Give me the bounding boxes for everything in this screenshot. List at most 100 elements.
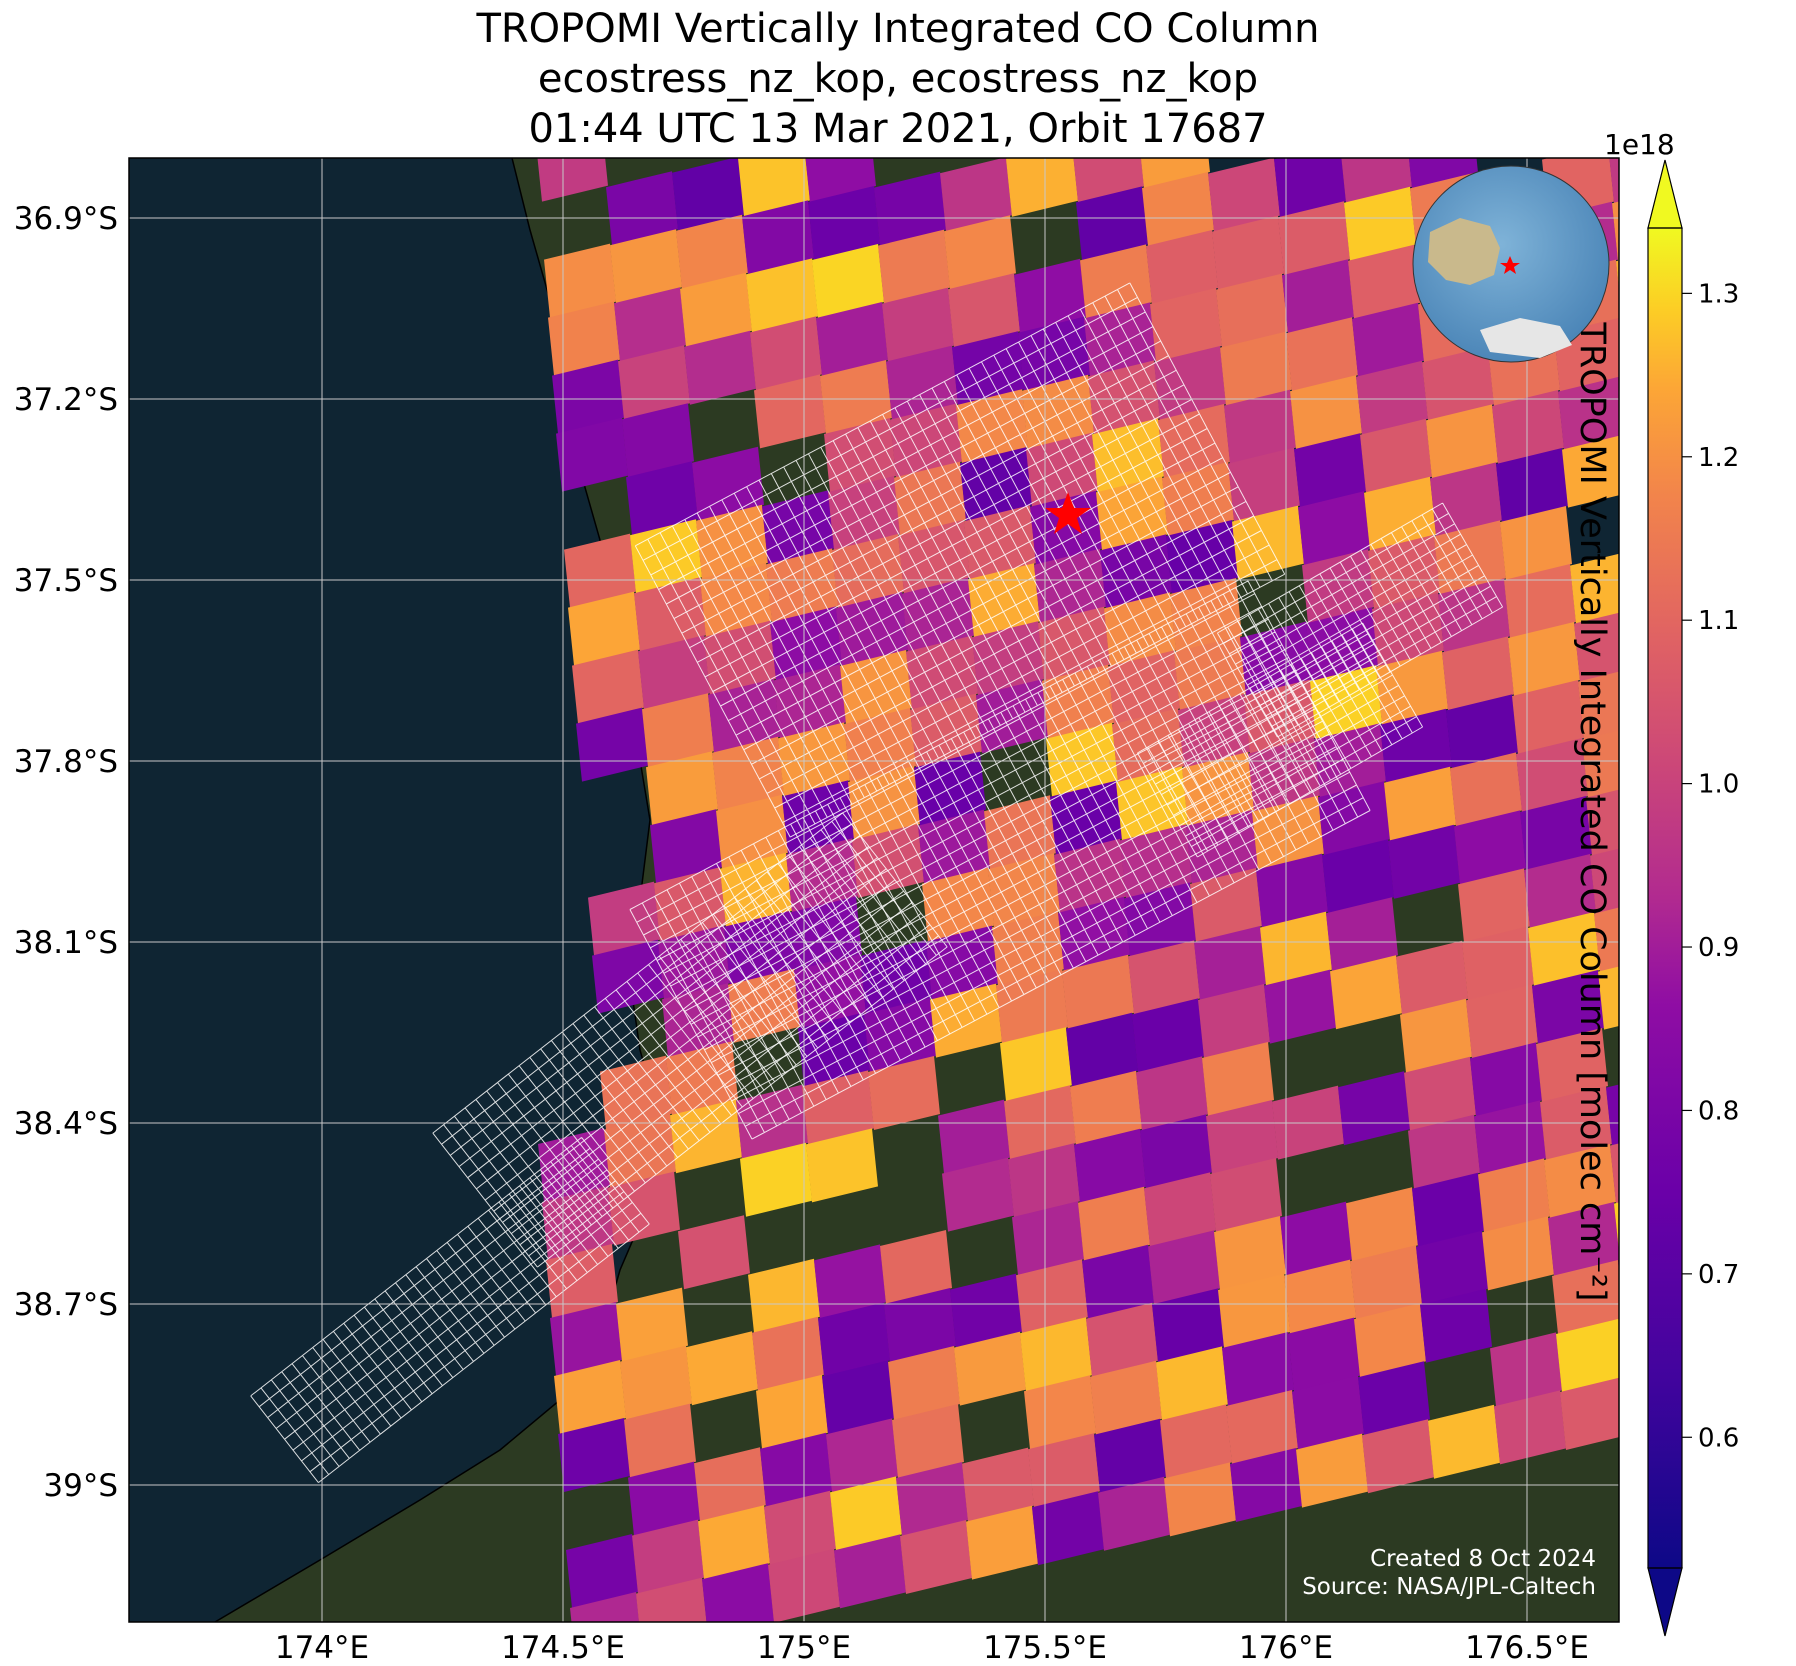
co-pixel [716, 794, 788, 869]
co-pixel [944, 215, 1016, 290]
co-pixel [642, 693, 714, 768]
co-pixel [1512, 680, 1584, 754]
co-pixel [1292, 1375, 1364, 1450]
colorbar: 0.6 0.7 0.8 0.9 1.0 1.1 1.2 1.3 [1647, 159, 1739, 1637]
co-pixel [1582, 730, 1619, 798]
colorbar-tick-label: 0.8 [1698, 1096, 1739, 1126]
co-pixel [954, 1331, 1026, 1406]
co-pixel [1520, 796, 1592, 870]
co-pixel [564, 533, 636, 608]
lat-tick-label: 37.8°S [14, 744, 118, 780]
co-pixel [1594, 907, 1619, 972]
co-pixel [1216, 273, 1288, 348]
co-pixel [610, 229, 682, 304]
co-pixel [1426, 404, 1498, 479]
co-pixel [1462, 926, 1534, 1001]
colorbar-tick-label: 1.0 [1698, 770, 1739, 800]
co-pixel [1024, 1375, 1096, 1450]
co-pixel [760, 1432, 832, 1507]
lon-tick-label: 175°E [757, 1630, 851, 1666]
co-pixel [1274, 158, 1346, 218]
site-star-marker [1045, 492, 1091, 534]
co-pixel [1458, 868, 1530, 943]
co-pixel [756, 1374, 828, 1449]
co-pixel [746, 258, 818, 333]
co-pixel [1128, 940, 1200, 1015]
colorbar-exponent: 1e18 [1604, 128, 1675, 161]
co-pixel [1240, 621, 1312, 696]
co-pixel [1358, 1361, 1430, 1436]
co-pixel [558, 1418, 630, 1492]
co-pixel [1032, 1491, 1104, 1566]
co-pixel [1160, 1404, 1232, 1479]
co-pixel [1094, 1418, 1166, 1493]
co-pixel [1190, 868, 1262, 942]
co-pixel [1490, 1332, 1562, 1407]
co-pixel [686, 1331, 758, 1406]
co-pixel [632, 1519, 704, 1594]
co-pixel [566, 1534, 638, 1608]
co-pixel [868, 1056, 940, 1130]
co-pixel [1070, 1070, 1142, 1145]
lat-tick-label: 38.4°S [14, 1106, 118, 1142]
co-pixel [1136, 1056, 1208, 1131]
co-pixel [1590, 848, 1619, 914]
co-pixel [1120, 824, 1192, 899]
co-pixel [1454, 810, 1526, 885]
co-pixel [1352, 302, 1424, 377]
co-pixel [1038, 606, 1110, 681]
co-pixel [646, 751, 718, 826]
co-pixel [1494, 1390, 1566, 1465]
co-pixel [1598, 966, 1619, 1030]
co-pixel [1076, 186, 1148, 261]
co-pixel [910, 693, 982, 768]
lat-tick-label: 37.2°S [14, 382, 118, 418]
co-pixel [588, 881, 660, 956]
co-pixel [774, 664, 846, 739]
antarctica-shape [1480, 318, 1572, 358]
lat-tick-label: 38.7°S [14, 1287, 118, 1323]
co-pixel [1008, 1143, 1080, 1218]
co-pixel [1090, 1360, 1162, 1435]
co-pixel [624, 1403, 696, 1478]
co-pixel [1314, 723, 1386, 798]
title-line-3: 01:44 UTC 13 Mar 2021, Orbit 17687 [528, 106, 1268, 152]
co-pixel [882, 287, 954, 362]
co-pixel [1050, 780, 1122, 855]
co-pixel [740, 1142, 812, 1217]
lat-tick-label: 39°S [43, 1468, 118, 1504]
co-pixel [544, 243, 616, 318]
co-pixel [1286, 317, 1358, 392]
co-pixel [1228, 447, 1300, 522]
co-pixel [1536, 1028, 1608, 1102]
co-pixel [1532, 970, 1604, 1044]
co-pixel [894, 461, 966, 536]
co-pixel [1416, 1230, 1488, 1305]
co-pixel [576, 707, 648, 782]
lon-tick-label: 176°E [1239, 1630, 1333, 1666]
co-pixel [1194, 926, 1266, 1000]
co-pixel [840, 650, 912, 724]
co-pixel [634, 577, 706, 652]
co-pixel [1606, 1084, 1619, 1146]
lon-tick-label: 174°E [275, 1630, 369, 1666]
co-pixel [1362, 1419, 1434, 1494]
co-pixel [1496, 448, 1568, 522]
co-pixel [1524, 854, 1596, 928]
colorbar-body [1648, 228, 1682, 1568]
co-pixel [820, 360, 892, 434]
co-pixel [1150, 288, 1222, 362]
co-pixel [1384, 766, 1456, 841]
co-pixel [1508, 622, 1580, 696]
co-pixel [836, 592, 908, 666]
co-pixel [1062, 954, 1134, 1029]
co-pixel [1330, 955, 1402, 1030]
source-credit: Source: NASA/JPL-Caltech [1302, 1574, 1596, 1600]
co-pixel [570, 1592, 640, 1622]
co-pixel [976, 679, 1048, 754]
co-pixel [568, 591, 640, 666]
co-pixel [1609, 158, 1619, 204]
co-pixel [996, 969, 1068, 1044]
co-pixel [678, 1215, 750, 1290]
co-pixel [738, 158, 810, 217]
